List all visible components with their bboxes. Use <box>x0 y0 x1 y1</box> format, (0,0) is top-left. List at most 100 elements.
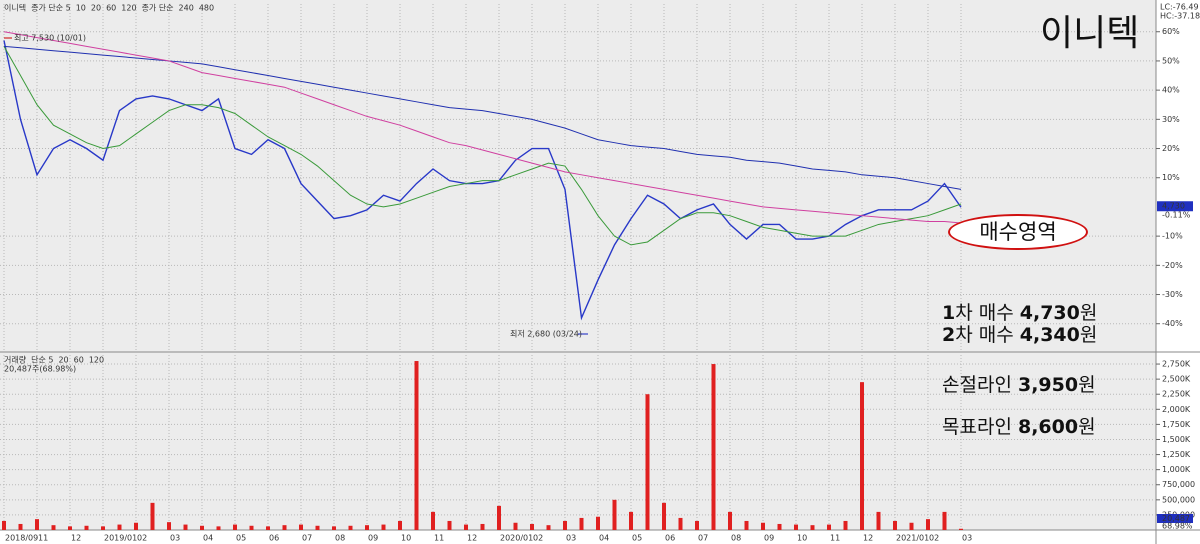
x-tick-label: 07 <box>302 534 312 543</box>
plan-num: 2 <box>942 324 956 346</box>
volume-bar <box>266 526 270 530</box>
y-tick-label: 1,500K <box>1162 435 1191 444</box>
legend-entry: 10 <box>76 4 86 13</box>
high-label: 최고 7,530 (10/01) <box>14 33 86 43</box>
last-change: -0.11% <box>1162 211 1191 220</box>
legend-entry: 60 <box>74 356 84 365</box>
y-tick-label: 500,000 <box>1162 495 1195 504</box>
y-tick-label: 60% <box>1162 27 1180 36</box>
volume-bar <box>827 524 831 530</box>
volume-bar <box>959 528 963 530</box>
volume-bar <box>695 520 699 530</box>
volume-bar <box>101 526 105 530</box>
volume-bar <box>167 522 171 530</box>
volume-bar <box>233 524 237 530</box>
x-tick-label: 2019/01 <box>104 534 137 543</box>
plan-line: 1차 매수 4,730원 <box>942 298 1097 325</box>
volume-bar <box>18 523 23 530</box>
low-label: 최저 2,680 (03/24) <box>510 329 582 339</box>
x-tick-label: 11 <box>434 534 444 543</box>
x-tick-label: 05 <box>236 534 246 543</box>
legend-entry: 480 <box>199 4 214 13</box>
hc-label: HC:-37.18 <box>1160 12 1200 21</box>
y-tick-label: 2,500K <box>1162 375 1191 384</box>
x-tick-label: 2020/01 <box>500 534 533 543</box>
volume-bar <box>183 524 188 530</box>
x-tick-label: 05 <box>632 534 642 543</box>
volume-bar <box>662 502 666 530</box>
volume-bar <box>843 520 848 530</box>
legend-entry: 종가 단순 <box>142 3 174 13</box>
plot-background <box>0 0 1156 530</box>
x-tick-label: 02 <box>533 534 543 543</box>
volume-bar <box>860 382 864 530</box>
plan-unit: 원 <box>1079 302 1098 324</box>
volume-bar <box>728 511 732 530</box>
volume-bar <box>200 525 204 530</box>
volume-bar <box>678 517 683 530</box>
volume-bar <box>744 520 749 530</box>
y-tick-label: 50% <box>1162 56 1180 65</box>
volume-bar <box>513 522 518 530</box>
y-tick-label: 30% <box>1162 115 1180 124</box>
y-tick-label: 750,000 <box>1162 480 1195 489</box>
plan-label: 목표라인 <box>942 416 1012 438</box>
volume-bar <box>464 524 468 530</box>
volume-bar <box>134 522 138 530</box>
volume-bar <box>810 525 815 530</box>
volume-bar <box>497 505 501 530</box>
volume-bar <box>51 525 56 530</box>
plan-line: 목표라인 8,600원 <box>942 412 1096 439</box>
legend-entry: 120 <box>89 356 104 365</box>
volume-bar <box>546 525 551 530</box>
x-tick-label: 12 <box>467 534 477 543</box>
volume-bar <box>315 525 320 530</box>
volume-bar <box>414 361 419 530</box>
x-tick-label: 2021/01 <box>896 534 929 543</box>
y-tick-label: 2,750K <box>1162 360 1191 369</box>
x-tick-label: 10 <box>401 534 411 543</box>
y-tick-label: 2,000K <box>1162 405 1191 414</box>
x-tick-label: 08 <box>335 534 345 543</box>
legend-entry: 20 <box>58 356 68 365</box>
volume-bar <box>216 526 221 530</box>
x-tick-label: 2018/09 <box>5 534 38 543</box>
volume-bar <box>563 520 567 530</box>
volume-bar <box>480 523 485 530</box>
volume-bar <box>299 524 303 530</box>
last-price-box <box>1157 201 1193 212</box>
volume-bar <box>893 520 897 530</box>
plan-line: 2차 매수 4,340원 <box>942 320 1097 347</box>
y-tick-label: -20% <box>1162 261 1183 270</box>
legend-entry: 단순 5 <box>31 355 53 365</box>
y-tick-label: -40% <box>1162 319 1183 328</box>
legend-entry: 120 <box>121 4 136 13</box>
x-tick-label: 03 <box>566 534 576 543</box>
volume-bar <box>794 524 798 530</box>
volume-bar <box>629 511 633 530</box>
x-tick-label: 08 <box>731 534 741 543</box>
stock-title: 이니텍 <box>1040 13 1140 54</box>
plan-num: 1 <box>942 302 956 324</box>
x-tick-label: 03 <box>170 534 180 543</box>
volume-bar <box>249 525 254 530</box>
volume-bar <box>2 520 6 530</box>
x-tick-label: 04 <box>599 534 609 543</box>
y-tick-label: -10% <box>1162 232 1183 241</box>
legend-entry: 이니텍 <box>4 3 26 13</box>
x-tick-label: 12 <box>71 534 81 543</box>
volume-bar <box>150 502 155 530</box>
lc-label: LC:-76.49 <box>1160 3 1199 12</box>
plan-line: 손절라인 3,950원 <box>942 370 1096 397</box>
legend-entry: 20 <box>91 4 101 13</box>
y-tick-label: 1,000K <box>1162 465 1191 474</box>
volume-bar <box>332 526 336 530</box>
buy-zone: 매수영역 <box>948 214 1088 250</box>
last-price: 4,730 <box>1162 202 1185 211</box>
volume-bar <box>926 519 930 530</box>
plan-unit: 원 <box>1078 416 1096 438</box>
moving-average-line <box>3 31 962 224</box>
volume-bar <box>365 525 369 530</box>
legend-entry: 240 <box>179 4 194 13</box>
